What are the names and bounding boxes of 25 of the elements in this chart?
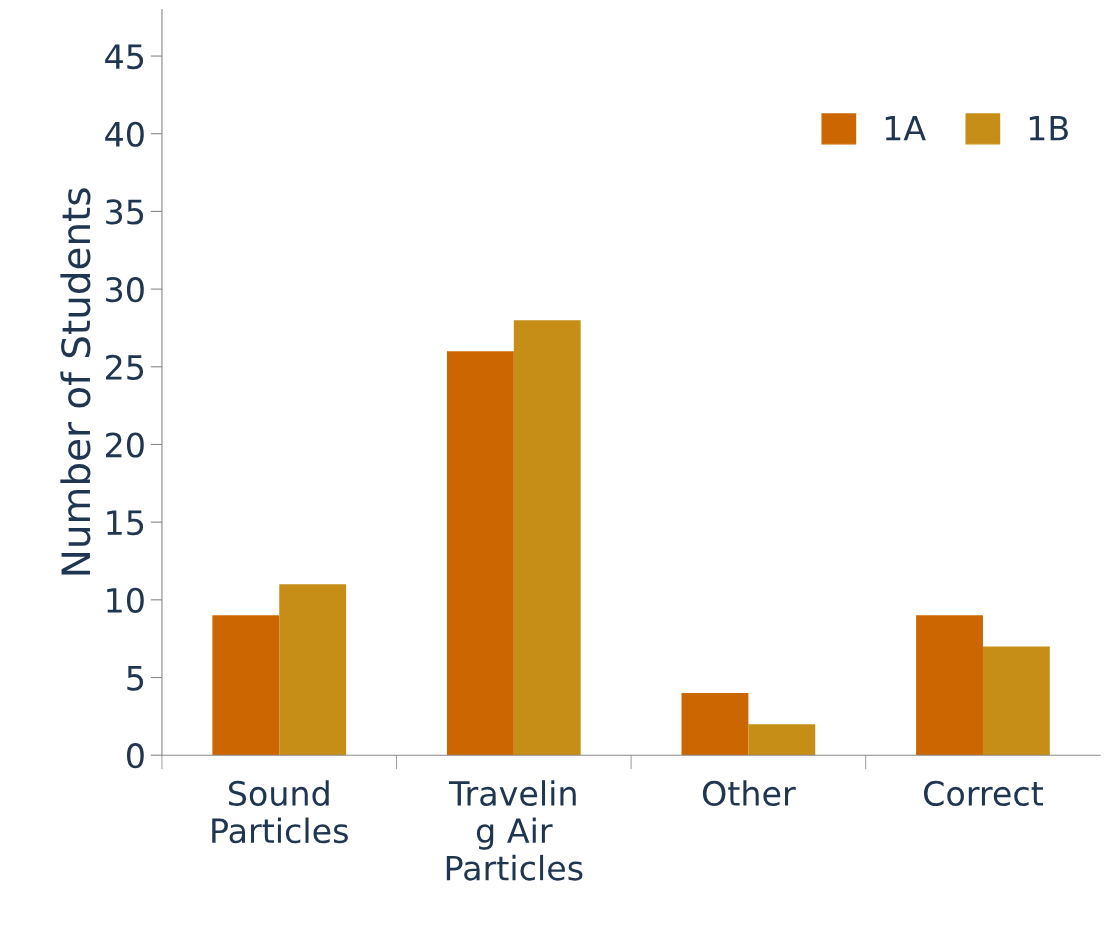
bar [513, 320, 581, 756]
y-tick-label: 40 [105, 121, 144, 147]
x-tick-label: Travelin g Air Particles [446, 780, 583, 881]
bar [279, 584, 347, 756]
bar [982, 646, 1050, 756]
x-tick-label: Correct [924, 780, 1043, 806]
y-tick-label: 10 [107, 587, 144, 613]
y-tick-label: 35 [106, 199, 144, 225]
y-tick-label: 5 [127, 665, 144, 691]
x-tick-label: Sound Particles [212, 780, 348, 844]
y-tick-label: 0 [126, 743, 144, 769]
y-tick-label: 45 [105, 44, 144, 70]
y-tick-label: 15 [107, 510, 144, 536]
bar [446, 351, 514, 756]
legend-label: 1A [885, 116, 926, 141]
y-axis-title: Number of Students [60, 188, 91, 575]
legend-label: 1B [1029, 116, 1068, 141]
bar [681, 693, 749, 756]
y-tick-label: 20 [106, 432, 144, 458]
bar [212, 615, 280, 756]
x-tick-label: Other [702, 780, 796, 806]
y-tick-label: 25 [106, 354, 144, 380]
y-tick-label: 30 [106, 277, 144, 303]
bar [916, 615, 983, 756]
bar [748, 724, 816, 756]
